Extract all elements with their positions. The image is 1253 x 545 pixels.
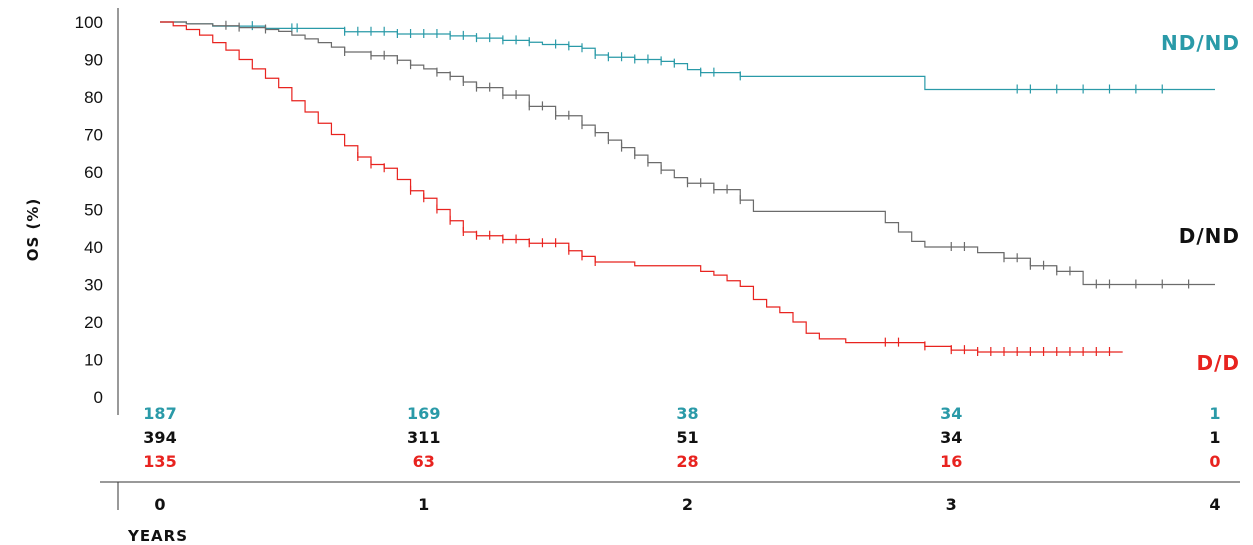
y-axis-title: OS (%) — [24, 198, 42, 262]
series-label-d-d: D/D — [1196, 351, 1240, 375]
curve-nd-nd — [160, 22, 1215, 90]
y-tick-label: 100 — [75, 13, 103, 32]
risk-number: 394 — [143, 428, 176, 447]
y-tick-label: 80 — [84, 88, 103, 107]
y-tick-label: 30 — [84, 276, 103, 295]
risk-number: 0 — [1209, 452, 1220, 471]
x-tick-label: 1 — [418, 495, 429, 514]
risk-number: 51 — [676, 428, 698, 447]
risk-number: 311 — [407, 428, 440, 447]
y-tick-label: 10 — [84, 351, 103, 370]
y-tick-label: 0 — [94, 388, 103, 407]
x-tick-label: 0 — [154, 495, 165, 514]
series-label-d-nd: D/ND — [1179, 224, 1240, 248]
y-tick-label: 20 — [84, 313, 103, 332]
risk-number: 34 — [940, 428, 962, 447]
risk-number: 135 — [143, 452, 176, 471]
x-tick-label: 2 — [682, 495, 693, 514]
curve-d-nd — [160, 22, 1215, 285]
x-tick-label: 4 — [1209, 495, 1220, 514]
risk-number: 1 — [1209, 428, 1220, 447]
risk-number: 1 — [1209, 404, 1220, 423]
y-tick-label: 70 — [84, 126, 103, 145]
y-tick-label: 60 — [84, 163, 103, 182]
x-tick-label: 3 — [946, 495, 957, 514]
risk-number: 34 — [940, 404, 962, 423]
risk-number: 187 — [143, 404, 176, 423]
x-axis-title: YEARS — [127, 527, 188, 545]
risk-number: 16 — [940, 452, 962, 471]
risk-number: 63 — [413, 452, 435, 471]
y-tick-label: 90 — [84, 51, 103, 70]
risk-number: 169 — [407, 404, 440, 423]
series-label-nd-nd: ND/ND — [1161, 31, 1240, 55]
risk-number: 28 — [676, 452, 698, 471]
curve-d-d — [160, 22, 1123, 352]
risk-number: 38 — [676, 404, 698, 423]
y-tick-label: 40 — [84, 238, 103, 257]
y-tick-label: 50 — [84, 201, 103, 220]
